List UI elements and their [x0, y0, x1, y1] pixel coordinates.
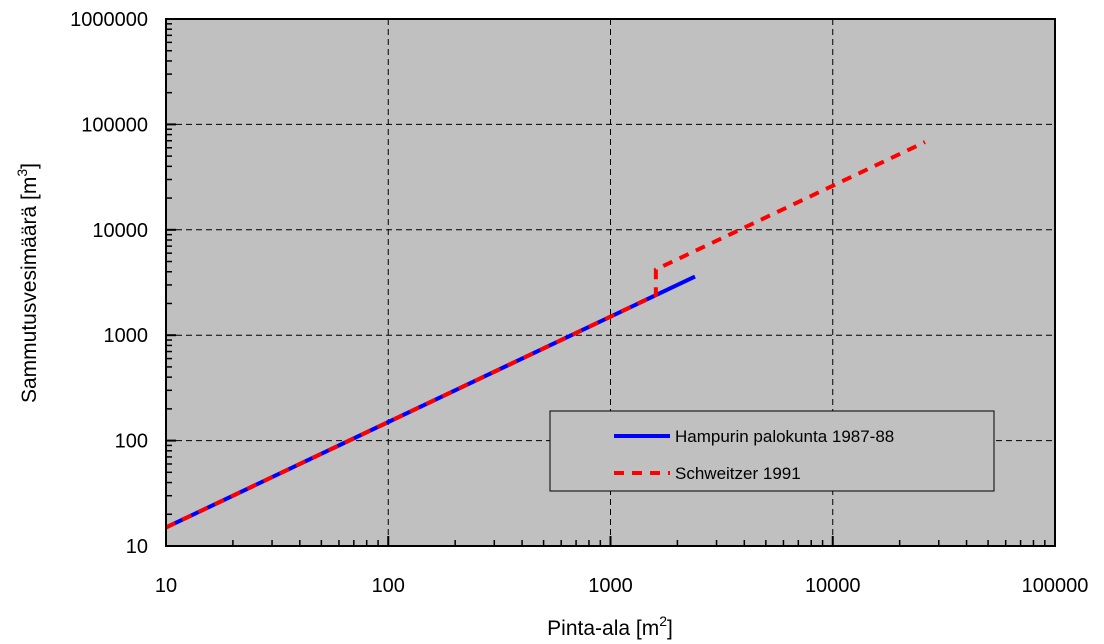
y-tick-label: 100000	[81, 114, 148, 136]
y-tick-label: 1000000	[70, 9, 148, 31]
y-axis-title: Sammutusvesimäärä [m3]	[14, 163, 41, 403]
y-tick-label: 10000	[92, 220, 148, 242]
x-tick-label: 10000	[805, 575, 861, 597]
x-tick-label: 100000	[1022, 575, 1089, 597]
plot-frame	[165, 18, 1056, 547]
y-tick-label: 100	[115, 431, 148, 453]
y-axis-title-tail: ]	[18, 163, 41, 169]
y-tick-labels: 10 100 1000 10000 100000 1000000	[70, 9, 148, 558]
legend: Hampurin palokunta 1987-88 Schweitzer 19…	[549, 410, 995, 492]
x-axis-title: Pinta-ala [m2]	[547, 613, 673, 640]
x-tick-label: 100	[372, 575, 405, 597]
x-tick-label: 1000	[588, 575, 633, 597]
x-tick-labels: 10 100 1000 10000 100000	[155, 575, 1089, 597]
legend-label-hampurin: Hampurin palokunta 1987-88	[675, 427, 894, 446]
y-tick-label: 1000	[104, 325, 149, 347]
x-tick-label: 10	[155, 575, 177, 597]
y-tick-label: 10	[126, 536, 148, 558]
y-axis-title-text: Sammutusvesimäärä [m	[18, 177, 41, 403]
x-axis-title-tail: ]	[667, 617, 673, 640]
legend-label-schweitzer: Schweitzer 1991	[675, 464, 801, 483]
series-layer	[165, 140, 926, 530]
y-axis-title-sup: 3	[14, 169, 30, 177]
series-line-1	[165, 140, 926, 530]
x-axis-title-text: Pinta-ala [m	[547, 617, 659, 640]
legend-box	[549, 410, 995, 492]
x-axis-title-sup: 2	[659, 613, 667, 629]
